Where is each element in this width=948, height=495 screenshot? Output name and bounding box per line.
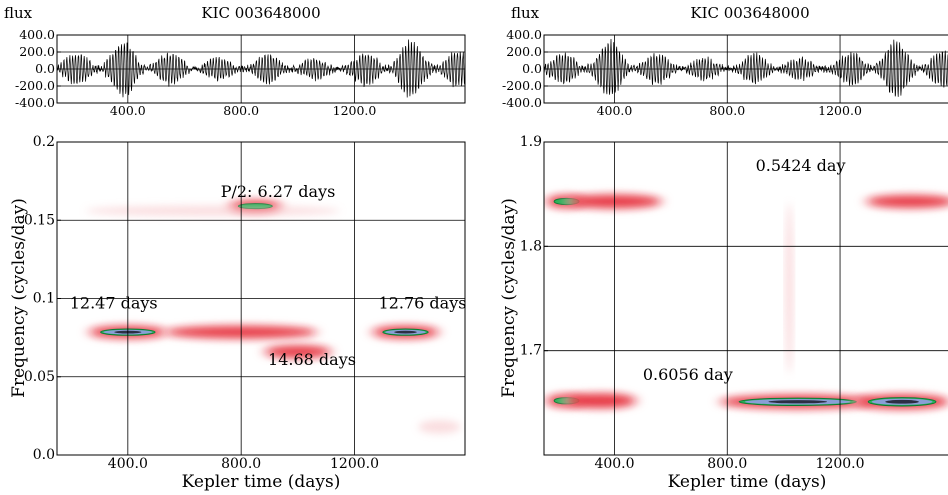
right-heatmap-grid — [544, 142, 948, 455]
right-heatmap-annotations: 0.5424 day 0.6056 day — [643, 156, 846, 384]
left-heatmap-panel: P/2: 6.27 days 12.47 days 12.76 days 14.68 … — [9, 134, 466, 492]
right-lightcurve-xtick-label-2: 1200.0 — [818, 103, 862, 118]
left-lightcurve-xticks: 400.0 800.0 1200.0 — [110, 103, 376, 118]
left-heatmap-xlabel: Kepler time (days) — [182, 472, 341, 492]
right-heatmap-frame — [543, 141, 948, 456]
right-lightcurve-panel: flux KIC 003648000 400.0 200.0 0.0 -200.0 -4… — [502, 4, 948, 118]
left-heatmap-feature-4 — [259, 343, 337, 360]
left-heatmap-ytick-label-1: 0.05 — [24, 369, 55, 385]
left-lightcurve-title: KIC 003648000 — [201, 4, 320, 22]
left-heatmap-grid — [57, 142, 465, 455]
right-heatmap-feature-2 — [861, 193, 948, 210]
left-lightcurve-panel: flux KIC 003648000 400.0 200.0 0.0 -200.0 -4… — [4, 4, 466, 118]
right-heatmap-annotation-0: 0.5424 day — [756, 156, 846, 175]
left-heatmap-annotations: P/2: 6.27 days 12.47 days 12.76 days 14.68 … — [70, 182, 467, 369]
left-heatmap-feature-6 — [418, 420, 461, 434]
left-heatmap-ytick-label-4: 0.2 — [33, 134, 55, 150]
right-lightcurve-ytick-label-3: -200.0 — [502, 78, 542, 93]
right-lightcurve-frame — [543, 34, 948, 104]
left-heatmap-annotation-3: 14.68 days — [268, 350, 356, 369]
right-heatmap-feature-4 — [559, 391, 642, 410]
left-heatmap-xtick-label-2: 1200.0 — [330, 456, 379, 472]
right-heatmap-panel: 0.5424 day 0.6056 day 1.7 1.8 1.9 400.0 800.… — [499, 134, 948, 492]
right-lightcurve-xtick-label-1: 800.0 — [709, 103, 745, 118]
left-heatmap-annotation-2: 12.76 days — [379, 294, 467, 313]
right-heatmap-feature-5 — [714, 393, 882, 411]
right-lightcurve-ytick-label-2: 0.0 — [522, 61, 542, 76]
right-heatmap-xtick-label-2: 1200.0 — [816, 456, 865, 472]
right-lightcurve-ylabel: flux — [511, 4, 540, 22]
left-lightcurve-series — [57, 39, 465, 98]
right-heatmap-ytick-label-0: 1.7 — [520, 343, 542, 359]
left-heatmap-ylabel: Frequency (cycles/day) — [9, 198, 29, 398]
right-lightcurve-ytick-label-4: -400.0 — [502, 95, 542, 110]
left-heatmap-ytick-label-2: 0.1 — [33, 291, 55, 307]
left-lightcurve-xtick-label-1: 800.0 — [223, 103, 259, 118]
left-heatmap-xticks: 400.0 800.0 1200.0 — [108, 456, 379, 472]
right-heatmap-xtick-label-0: 400.0 — [594, 456, 634, 472]
right-lightcurve-line — [544, 38, 948, 97]
left-lightcurve-ylabel: flux — [4, 4, 33, 22]
right-heatmap-ylabel: Frequency (cycles/day) — [499, 198, 519, 398]
right-lightcurve-ytick-label-0: 400.0 — [506, 27, 542, 42]
right-lightcurve-xticks: 400.0 800.0 1200.0 — [597, 103, 862, 118]
left-heatmap-feature-1 — [367, 324, 444, 341]
right-heatmap-annotation-1: 0.6056 day — [643, 365, 733, 384]
right-heatmap-xtick-label-1: 800.0 — [707, 456, 747, 472]
left-heatmap-features — [83, 198, 461, 434]
right-heatmap-xlabel: Kepler time (days) — [668, 472, 827, 492]
right-lightcurve-title: KIC 003648000 — [690, 4, 809, 22]
right-heatmap-features — [544, 192, 948, 411]
right-heatmap-feature-6 — [849, 392, 948, 411]
left-lightcurve-ytick-label-4: -400.0 — [15, 95, 55, 110]
left-lightcurve-yticks: 400.0 200.0 0.0 -200.0 -400.0 — [15, 27, 61, 110]
left-heatmap-frame — [56, 141, 466, 456]
left-lightcurve-frame — [56, 34, 466, 104]
left-lightcurve-xtick-label-2: 1200.0 — [333, 103, 377, 118]
right-heatmap-yticks: 1.7 1.8 1.9 — [520, 134, 548, 359]
right-heatmap-feature-7 — [785, 202, 794, 374]
left-heatmap-yticks: 0.0 0.05 0.1 0.15 0.2 — [24, 134, 61, 463]
left-heatmap-annotation-0: P/2: 6.27 days — [221, 182, 336, 201]
left-lightcurve-line — [57, 39, 465, 98]
right-lightcurve-series — [544, 38, 948, 97]
right-lightcurve-xtick-label-0: 400.0 — [597, 103, 633, 118]
right-lightcurve-ytick-label-1: 200.0 — [506, 44, 542, 59]
right-heatmap-ytick-label-2: 1.9 — [520, 134, 542, 150]
left-heatmap-annotation-1: 12.47 days — [70, 294, 158, 313]
right-heatmap-xticks: 400.0 800.0 1200.0 — [594, 456, 864, 472]
left-heatmap-xtick-label-0: 400.0 — [108, 456, 148, 472]
left-lightcurve-ytick-label-1: 200.0 — [19, 44, 55, 59]
left-lightcurve-ytick-label-3: -200.0 — [15, 78, 55, 93]
left-heatmap-ytick-label-0: 0.0 — [33, 447, 55, 463]
right-heatmap-ytick-label-1: 1.8 — [520, 238, 542, 254]
left-heatmap-feature-5 — [85, 205, 341, 216]
left-lightcurve-ytick-label-0: 400.0 — [19, 27, 55, 42]
left-heatmap-xtick-label-1: 800.0 — [221, 456, 261, 472]
left-lightcurve-xtick-label-0: 400.0 — [110, 103, 146, 118]
left-lightcurve-ytick-label-2: 0.0 — [35, 61, 55, 76]
left-heatmap-ytick-label-3: 0.15 — [24, 212, 55, 228]
right-lightcurve-yticks: 400.0 200.0 0.0 -200.0 -400.0 — [502, 27, 548, 110]
